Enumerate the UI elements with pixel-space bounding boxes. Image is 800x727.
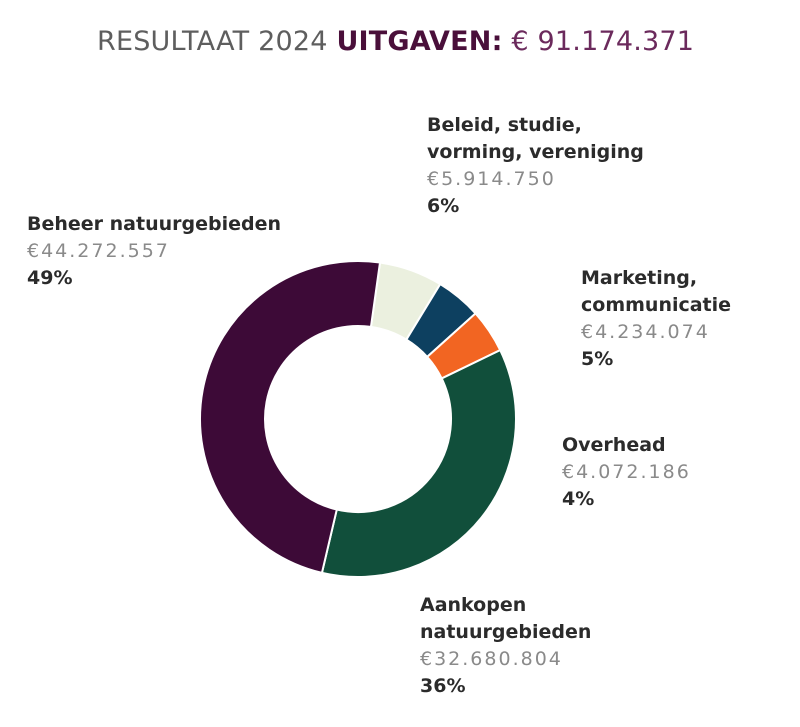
title-bold: UITGAVEN: bbox=[336, 26, 503, 57]
slice-amount: €4.234.074 bbox=[581, 321, 710, 343]
slice-percent: 5% bbox=[581, 348, 614, 370]
slice-amount: €44.272.557 bbox=[27, 240, 170, 262]
slice-label: Beheer natuurgebieden bbox=[27, 213, 282, 235]
slice-amount: €5.914.750 bbox=[427, 168, 556, 190]
slice-label: Marketing, communicatie bbox=[581, 267, 732, 316]
label-beheer: Beheer natuurgebieden €44.272.557 49% bbox=[27, 211, 281, 292]
slice-aankopen-natuurgebieden bbox=[320, 348, 517, 578]
slice-percent: 4% bbox=[562, 488, 595, 510]
slice-amount: €4.072.186 bbox=[562, 461, 691, 483]
slice-percent: 6% bbox=[427, 195, 460, 217]
label-beleid: Beleid, studie, vorming, vereniging €5.9… bbox=[427, 112, 644, 220]
slice-percent: 36% bbox=[420, 675, 466, 697]
slice-label: Aankopen natuurgebieden bbox=[420, 594, 592, 643]
slice-amount: €32.680.804 bbox=[420, 648, 563, 670]
label-aankopen: Aankopen natuurgebieden €32.680.804 36% bbox=[420, 592, 591, 700]
slice-percent: 49% bbox=[27, 267, 73, 289]
slice-label: Beleid, studie, vorming, vereniging bbox=[427, 114, 644, 163]
slice-label: Overhead bbox=[562, 434, 666, 456]
label-overhead: Overhead €4.072.186 4% bbox=[562, 432, 691, 513]
chart-title: RESULTAAT 2024 UITGAVEN: € 91.174.371 bbox=[97, 26, 694, 57]
title-prefix: RESULTAAT 2024 bbox=[97, 26, 328, 57]
label-marketing: Marketing, communicatie €4.234.074 5% bbox=[581, 265, 731, 373]
slice-beheer-natuurgebieden bbox=[199, 260, 382, 575]
title-amount: € 91.174.371 bbox=[511, 26, 695, 57]
